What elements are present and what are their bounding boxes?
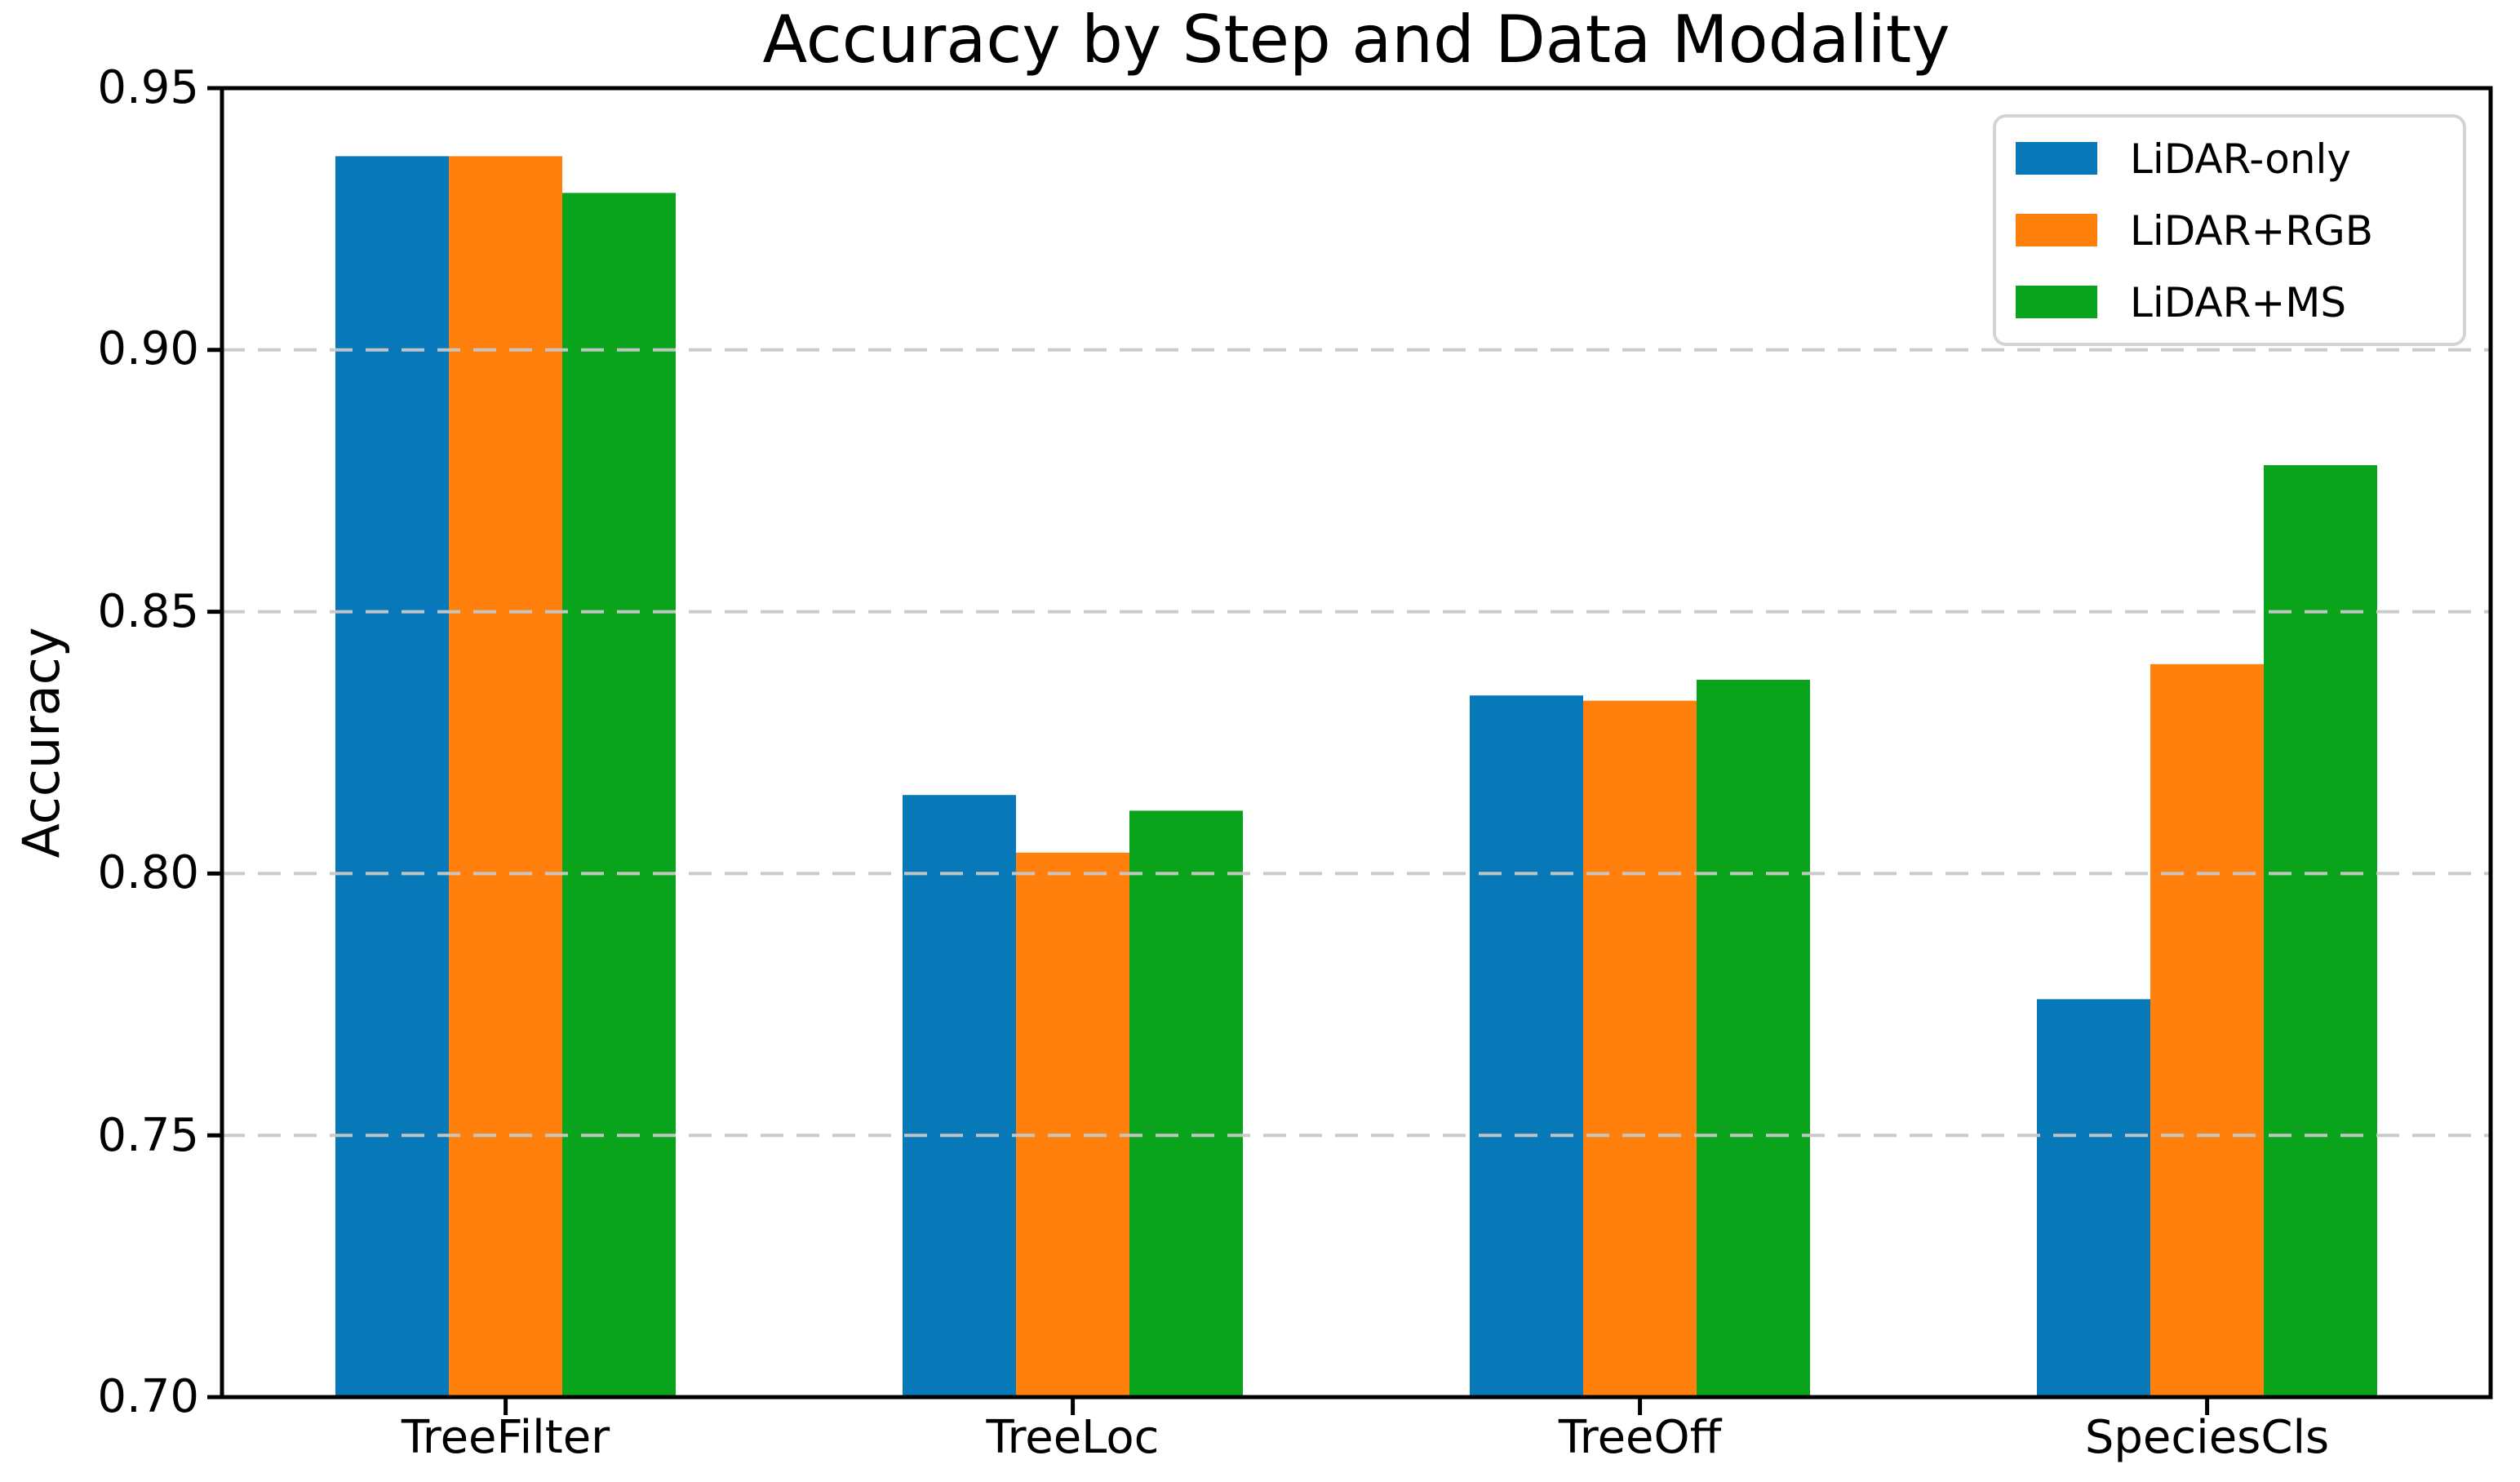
bar-treeoff-lidar-only xyxy=(1470,695,1583,1397)
legend-label-lidar-ms: LiDAR+MS xyxy=(2130,278,2347,326)
legend: LiDAR-only LiDAR+RGB LiDAR+MS xyxy=(1993,114,2466,346)
y-axis-label: Accuracy xyxy=(13,627,72,859)
chart-title: Accuracy by Step and Data Modality xyxy=(762,3,1950,78)
x-tick-label-treeloc: TreeLoc xyxy=(986,1410,1160,1464)
bar-treefilter-lidar-rgb xyxy=(449,156,562,1397)
bar-treeloc-lidar-rgb xyxy=(1016,852,1129,1397)
bar-treeoff-lidar-rgb xyxy=(1583,700,1697,1397)
y-tick-label-0.80: 0.80 xyxy=(97,845,199,900)
bar-speciescls-lidar-rgb xyxy=(2150,663,2264,1397)
bar-speciescls-lidar-only xyxy=(2037,999,2150,1397)
y-tick-label-0.90: 0.90 xyxy=(97,322,199,376)
x-tick-label-speciescls: SpeciesCls xyxy=(2084,1410,2330,1464)
y-tick-label-0.95: 0.95 xyxy=(97,60,199,114)
legend-label-lidar-only: LiDAR-only xyxy=(2130,135,2352,182)
bar-treeloc-lidar-only xyxy=(903,795,1016,1397)
bar-treeoff-lidar-ms xyxy=(1697,680,1810,1397)
legend-swatch-lidar-rgb xyxy=(2016,214,2097,246)
y-tick-label-0.70: 0.70 xyxy=(97,1369,199,1423)
legend-item-lidar-rgb: LiDAR+RGB xyxy=(2016,196,2463,264)
bar-speciescls-lidar-ms xyxy=(2264,465,2377,1397)
legend-label-lidar-rgb: LiDAR+RGB xyxy=(2130,206,2373,254)
legend-swatch-lidar-only xyxy=(2016,142,2097,175)
y-tick-label-0.85: 0.85 xyxy=(97,583,199,638)
bar-treeloc-lidar-ms xyxy=(1129,810,1243,1397)
legend-item-lidar-ms: LiDAR+MS xyxy=(2016,268,2463,336)
legend-item-lidar-only: LiDAR-only xyxy=(2016,124,2463,193)
x-tick-label-treeoff: TreeOff xyxy=(1558,1410,1722,1464)
axes-spines xyxy=(220,86,2493,1400)
bar-treefilter-lidar-ms xyxy=(562,193,676,1397)
legend-swatch-lidar-ms xyxy=(2016,286,2097,318)
x-tick-label-treefilter: TreeFilter xyxy=(401,1410,610,1464)
bar-treefilter-lidar-only xyxy=(335,156,449,1397)
y-tick-label-0.75: 0.75 xyxy=(97,1107,199,1162)
